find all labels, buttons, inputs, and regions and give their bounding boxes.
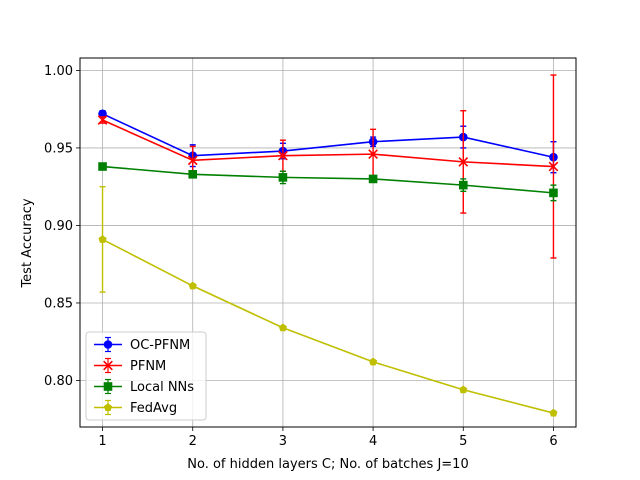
legend-marker <box>103 382 113 391</box>
legend-label: Local NNs <box>130 380 194 395</box>
legend-box <box>85 331 207 421</box>
legend-label: PFNM <box>130 359 166 374</box>
data-point <box>368 174 378 184</box>
legend-label: FedAvg <box>130 401 177 416</box>
data-point <box>458 157 469 167</box>
x-tick-label: 6 <box>549 434 557 449</box>
legend-marker <box>103 340 113 349</box>
x-tick-label: 4 <box>369 434 377 449</box>
y-tick-label: 0.95 <box>44 141 73 156</box>
data-point <box>98 235 107 243</box>
data-point <box>187 155 198 166</box>
y-tick-label: 0.90 <box>44 219 73 234</box>
legend-item: PFNM <box>94 357 166 374</box>
legend-item: Local NNs <box>94 378 194 395</box>
data-point <box>278 173 288 182</box>
data-point <box>278 150 288 161</box>
x-tick-label: 2 <box>189 434 197 449</box>
x-tick-label: 5 <box>459 434 467 449</box>
data-point <box>188 281 197 290</box>
axes: 1 2 3 4 5 6 0.80 0.85 0.90 0.95 1.00 <box>44 64 558 449</box>
plot-frame <box>79 57 577 428</box>
data-point <box>98 109 107 119</box>
x-tick-label: 3 <box>279 434 287 449</box>
data-point <box>188 169 198 179</box>
series-pfnm <box>97 74 559 259</box>
grid <box>80 58 576 427</box>
series-line-local-nns <box>102 165 554 194</box>
y-tick-label: 0.85 <box>44 296 73 311</box>
series-layer <box>97 74 559 417</box>
legend-marker <box>103 360 113 371</box>
series-line-pfnm <box>102 119 554 168</box>
data-point <box>549 408 558 417</box>
y-axis-label: Test Accuracy <box>20 198 35 288</box>
data-point <box>369 357 378 366</box>
data-point <box>98 162 107 171</box>
data-point <box>549 188 558 198</box>
legend: OC-PFNM PFNM Local NNs FedAvg <box>85 331 207 421</box>
series-line-fedavg <box>102 238 554 414</box>
data-point <box>458 180 468 190</box>
x-axis-label: No. of hidden layers C; No. of batches J… <box>187 457 468 472</box>
data-point <box>97 115 108 125</box>
legend-item: OC-PFNM <box>94 336 190 353</box>
series-line-oc-pfnm <box>102 113 554 159</box>
legend-marker <box>103 403 113 411</box>
y-tick-label: 0.80 <box>44 374 73 389</box>
data-point <box>548 161 559 172</box>
legend-label: OC-PFNM <box>130 338 190 353</box>
data-point <box>459 385 468 394</box>
legend-item: FedAvg <box>94 399 177 416</box>
series-local-nns <box>98 162 558 202</box>
data-point <box>368 149 378 159</box>
data-point <box>278 323 287 332</box>
x-tick-label: 1 <box>98 434 106 449</box>
series-fedavg <box>98 185 558 417</box>
y-tick-label: 1.00 <box>44 64 73 79</box>
